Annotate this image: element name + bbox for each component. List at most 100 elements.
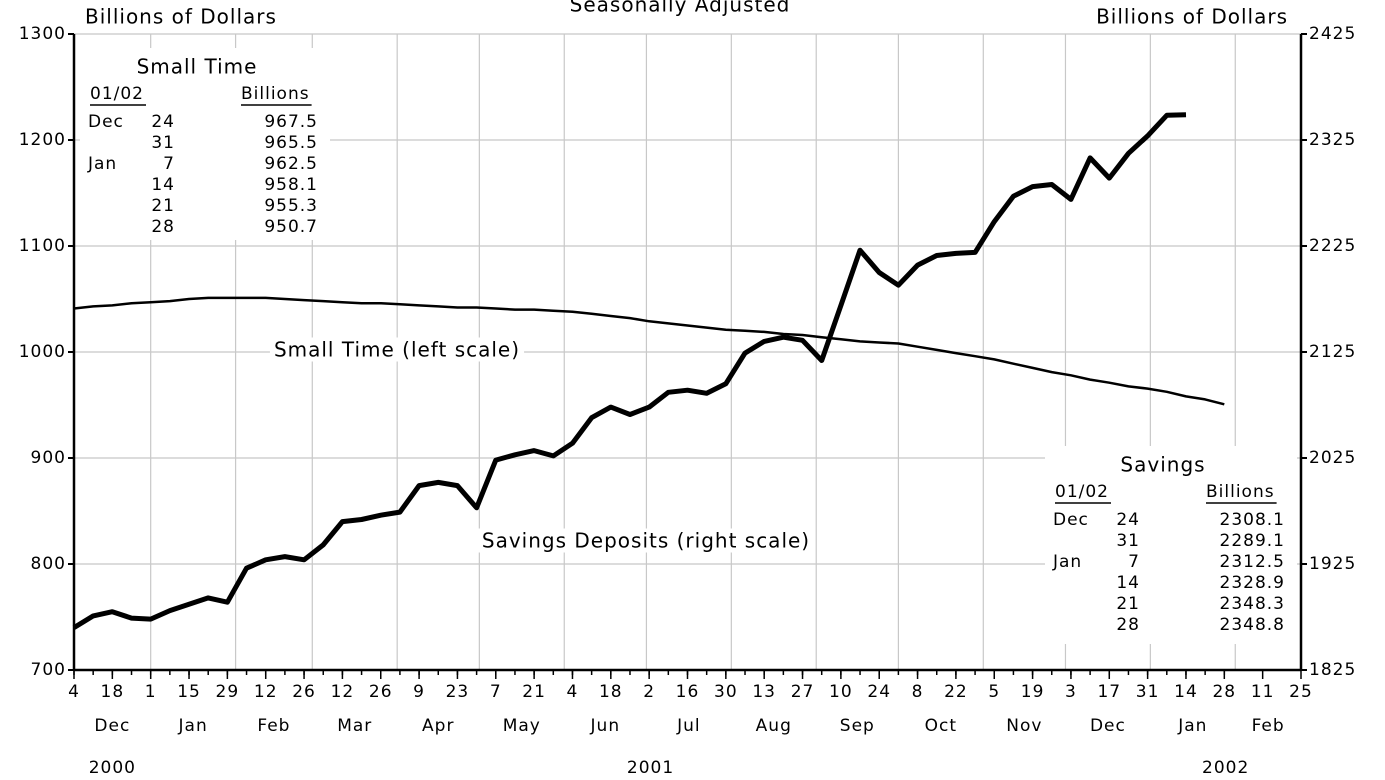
x-tick-label: 16 xyxy=(676,682,700,702)
y2-axis-title: Billions of Dollars xyxy=(1096,5,1288,29)
table-day: 7 xyxy=(163,154,175,174)
month-label: Apr xyxy=(422,716,454,736)
table-day: 21 xyxy=(1116,594,1140,614)
table-day: 14 xyxy=(151,175,175,195)
x-tick-label: 13 xyxy=(752,682,776,702)
x-tick-label: 18 xyxy=(599,682,623,702)
table-value: 967.5 xyxy=(264,112,318,132)
table-day: 24 xyxy=(151,112,175,132)
series-line xyxy=(73,296,1225,406)
month-label: Jul xyxy=(676,716,701,736)
series-line xyxy=(72,112,1187,630)
table-value: 2312.5 xyxy=(1220,552,1285,572)
table-value: 2348.8 xyxy=(1220,615,1285,635)
month-label: Jan xyxy=(1177,716,1207,736)
x-tick-label: 26 xyxy=(292,682,316,702)
x-tick-label: 12 xyxy=(331,682,355,702)
y-axis-title: Billions of Dollars xyxy=(85,5,277,29)
x-tick-label: 8 xyxy=(912,682,924,702)
table-value: 950.7 xyxy=(264,217,318,237)
table-value: 2308.1 xyxy=(1220,510,1285,530)
table-title: Savings xyxy=(1120,453,1205,477)
x-tick-label: 2 xyxy=(643,682,655,702)
month-label: Jan xyxy=(178,716,208,736)
y2-tick-label: 1925 xyxy=(1309,554,1356,574)
y-tick-label: 700 xyxy=(31,660,66,680)
table-day: 28 xyxy=(1116,615,1140,635)
x-tick-label: 29 xyxy=(216,682,240,702)
table-month: Dec xyxy=(1053,510,1089,530)
month-label: Jun xyxy=(590,716,621,736)
x-tick-label: 1 xyxy=(145,682,157,702)
y-tick-label: 1100 xyxy=(19,236,66,256)
x-tick-label: 9 xyxy=(413,682,425,702)
table-day: 28 xyxy=(151,217,175,237)
x-tick-label: 4 xyxy=(567,682,579,702)
x-tick-label: 3 xyxy=(1065,682,1077,702)
y2-tick-label: 1825 xyxy=(1309,660,1356,680)
month-label: Feb xyxy=(1252,716,1285,736)
x-tick-label: 25 xyxy=(1289,682,1313,702)
table-day: 31 xyxy=(151,133,175,153)
table-header: 01/02 xyxy=(1055,482,1109,502)
y2-tick-label: 2225 xyxy=(1309,236,1356,256)
month-label: Sep xyxy=(840,716,875,736)
table-title: Small Time xyxy=(137,55,258,79)
x-tick-label: 26 xyxy=(369,682,393,702)
table-day: 14 xyxy=(1116,573,1140,593)
x-tick-label: 21 xyxy=(522,682,546,702)
table-value: 2348.3 xyxy=(1220,594,1285,614)
y2-tick-label: 2425 xyxy=(1309,24,1356,44)
x-tick-label: 14 xyxy=(1174,682,1198,702)
table-background xyxy=(80,48,330,240)
x-tick-label: 7 xyxy=(490,682,502,702)
table-value: 962.5 xyxy=(264,154,318,174)
series-label: Small Time (left scale) xyxy=(274,338,520,362)
table-header: Billions xyxy=(1206,482,1275,502)
y-tick-label: 1200 xyxy=(19,130,66,150)
y-tick-label: 1000 xyxy=(19,342,66,362)
table-value: 2289.1 xyxy=(1220,531,1285,551)
y-tick-label: 800 xyxy=(31,554,66,574)
y2-tick-label: 2125 xyxy=(1309,342,1356,362)
year-label: 2000 xyxy=(89,758,136,778)
x-tick-label: 10 xyxy=(829,682,853,702)
month-label: Feb xyxy=(257,716,290,736)
x-tick-label: 30 xyxy=(714,682,738,702)
x-tick-label: 24 xyxy=(867,682,891,702)
y2-tick-label: 2025 xyxy=(1309,448,1356,468)
month-label: Dec xyxy=(1090,716,1126,736)
table-month: Dec xyxy=(88,112,124,132)
x-tick-label: 18 xyxy=(101,682,125,702)
year-label: 2001 xyxy=(627,758,674,778)
x-tick-label: 22 xyxy=(944,682,968,702)
x-tick-label: 17 xyxy=(1097,682,1121,702)
month-label: May xyxy=(503,716,541,736)
table-header: Billions xyxy=(241,84,310,104)
x-tick-label: 28 xyxy=(1212,682,1236,702)
x-tick-label: 31 xyxy=(1136,682,1160,702)
y-tick-label: 1300 xyxy=(19,24,66,44)
table-background xyxy=(1045,446,1297,644)
table-header: 01/02 xyxy=(90,84,144,104)
table-month: Jan xyxy=(1052,552,1082,572)
table-value: 965.5 xyxy=(264,133,318,153)
table-day: 24 xyxy=(1116,510,1140,530)
x-tick-label: 15 xyxy=(177,682,201,702)
table-day: 7 xyxy=(1128,552,1140,572)
x-tick-label: 12 xyxy=(254,682,278,702)
table-value: 958.1 xyxy=(264,175,318,195)
x-tick-label: 27 xyxy=(791,682,815,702)
x-tick-label: 19 xyxy=(1021,682,1045,702)
chart-subtitle: Seasonally Adjusted xyxy=(570,0,791,17)
table-month: Jan xyxy=(87,154,117,174)
x-tick-label: 5 xyxy=(988,682,1000,702)
y2-tick-label: 2325 xyxy=(1309,130,1356,150)
year-label: 2002 xyxy=(1202,758,1249,778)
table-day: 31 xyxy=(1116,531,1140,551)
table-day: 21 xyxy=(151,196,175,216)
x-tick-label: 23 xyxy=(446,682,470,702)
series-label: Savings Deposits (right scale) xyxy=(482,529,810,553)
month-label: Aug xyxy=(756,716,792,736)
